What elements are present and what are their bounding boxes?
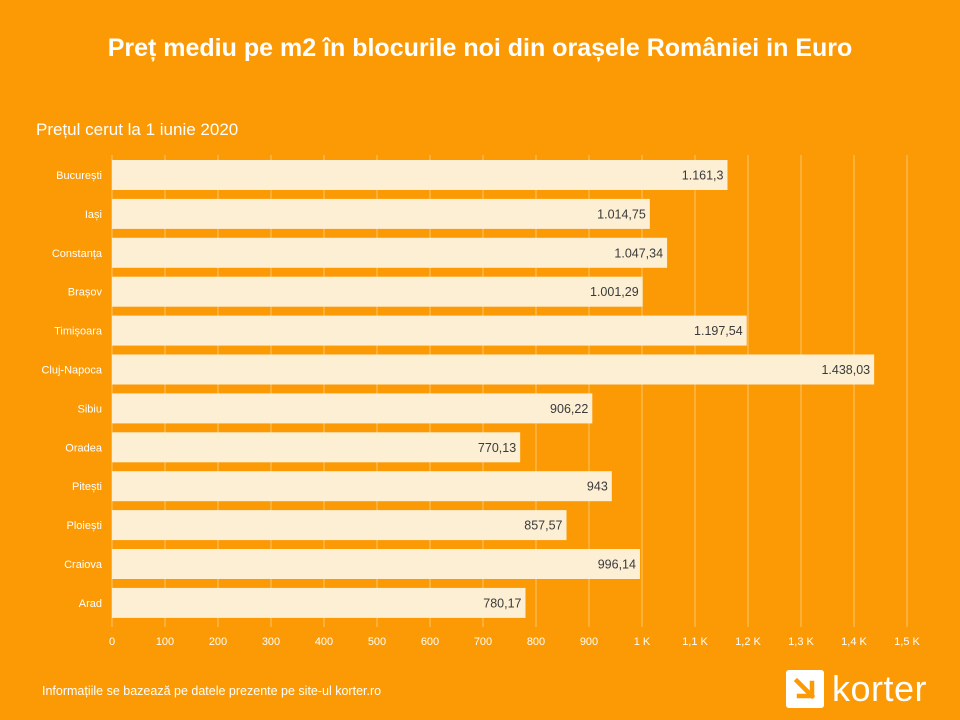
bar-value-label: 770,13 [478,441,516,455]
x-tick-label: 100 [156,636,174,648]
x-tick-label: 1,3 K [788,636,814,648]
category-label: București [56,170,102,182]
bar-value-label: 943 [587,480,608,494]
bar-value-label: 1.001,29 [590,285,639,299]
category-label: Arad [79,598,102,610]
bar [112,160,728,190]
x-tick-label: 1,4 K [841,636,867,648]
x-tick-label: 1,5 K [894,636,920,648]
x-tick-label: 1 K [634,636,651,648]
bar-value-label: 1.047,34 [614,246,663,260]
bar [112,587,526,618]
bar-value-label: 857,57 [524,519,562,533]
category-labels: București Iași Constanța Brașov Timișoara Clu… [41,170,102,610]
bars: 1.161,3 1.014,75 1.047,34 1.001,29 1.197,54 1… [112,160,875,618]
category-label: Timișoara [54,326,103,338]
x-tick-label: 0 [109,636,115,648]
category-label: Pitești [72,481,102,493]
bar [112,393,593,424]
brand-logo[interactable]: korter [786,670,927,708]
bar [112,198,650,229]
x-tick-label: 900 [580,636,598,648]
grid-lines [111,155,908,627]
chart-title: Preț mediu pe m2 în blocurile noi din or… [107,34,853,62]
category-label: Sibiu [78,403,102,415]
bar [112,276,643,307]
x-tick-label: 400 [315,636,333,648]
category-label: Craiova [64,559,103,571]
category-label: Cluj-Napoca [41,365,102,377]
brand-name: korter [832,668,928,709]
bar-value-label: 996,14 [598,558,636,572]
footnote: Informațiile se bazează pe datele prezen… [42,684,382,698]
bar [112,549,640,579]
bar-value-label: 780,17 [483,596,521,610]
category-label: Iași [85,209,102,221]
x-tick-label: 1,1 K [682,636,708,648]
x-tick-label: 700 [474,636,492,648]
x-tick-label: 600 [421,636,439,648]
bar [112,471,612,502]
x-tick-label: 1,2 K [735,636,761,648]
x-axis-ticks: 0 100 200 300 400 500 600 700 800 900 1 K 1,1 K 1,2 … [109,636,921,648]
bar-value-label: 1.197,54 [694,324,743,338]
bar [112,510,567,541]
bar-value-label: 906,22 [550,402,588,416]
x-tick-label: 300 [262,636,280,648]
bar [112,354,875,385]
category-label: Constanța [52,248,103,260]
bar-value-label: 1.438,03 [821,363,870,377]
category-label: Oradea [65,442,103,454]
bar-value-label: 1.161,3 [682,169,724,183]
korter-logo-icon [786,670,824,708]
category-label: Brașov [68,287,103,299]
chart-subtitle: Prețul cerut la 1 iunie 2020 [36,120,239,139]
x-tick-label: 500 [368,636,386,648]
bar-value-label: 1.014,75 [597,207,646,221]
bar [112,432,521,463]
x-tick-label: 200 [209,636,227,648]
x-tick-label: 800 [527,636,545,648]
bar [112,315,747,346]
category-label: Ploiești [67,520,102,532]
bar [112,237,668,268]
